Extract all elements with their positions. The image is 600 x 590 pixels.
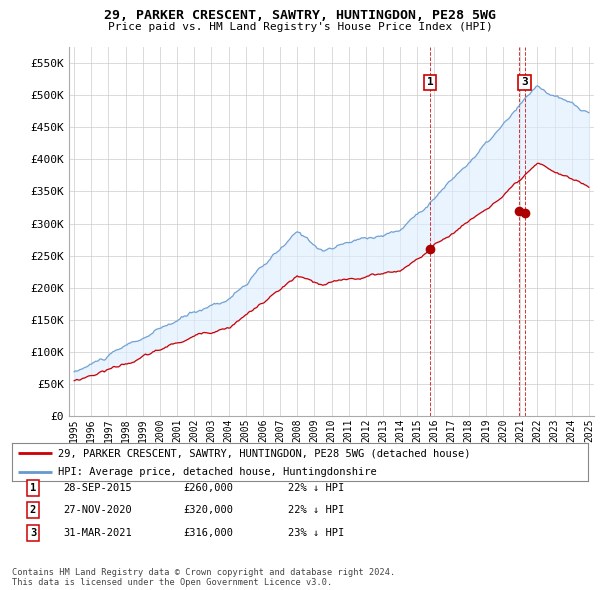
Text: 23% ↓ HPI: 23% ↓ HPI [288, 528, 344, 537]
Text: 29, PARKER CRESCENT, SAWTRY, HUNTINGDON, PE28 5WG (detached house): 29, PARKER CRESCENT, SAWTRY, HUNTINGDON,… [58, 448, 470, 458]
Text: 22% ↓ HPI: 22% ↓ HPI [288, 506, 344, 515]
Text: 3: 3 [30, 528, 36, 537]
Text: 1: 1 [427, 77, 433, 87]
Text: £316,000: £316,000 [183, 528, 233, 537]
Text: HPI: Average price, detached house, Huntingdonshire: HPI: Average price, detached house, Hunt… [58, 467, 377, 477]
Text: £320,000: £320,000 [183, 506, 233, 515]
Text: Price paid vs. HM Land Registry's House Price Index (HPI): Price paid vs. HM Land Registry's House … [107, 22, 493, 32]
Text: Contains HM Land Registry data © Crown copyright and database right 2024.
This d: Contains HM Land Registry data © Crown c… [12, 568, 395, 587]
Text: 22% ↓ HPI: 22% ↓ HPI [288, 483, 344, 493]
Text: £260,000: £260,000 [183, 483, 233, 493]
Text: 31-MAR-2021: 31-MAR-2021 [63, 528, 132, 537]
Text: 2: 2 [30, 506, 36, 515]
Text: 3: 3 [521, 77, 528, 87]
Text: 1: 1 [30, 483, 36, 493]
Text: 28-SEP-2015: 28-SEP-2015 [63, 483, 132, 493]
Text: 29, PARKER CRESCENT, SAWTRY, HUNTINGDON, PE28 5WG: 29, PARKER CRESCENT, SAWTRY, HUNTINGDON,… [104, 9, 496, 22]
Text: 27-NOV-2020: 27-NOV-2020 [63, 506, 132, 515]
